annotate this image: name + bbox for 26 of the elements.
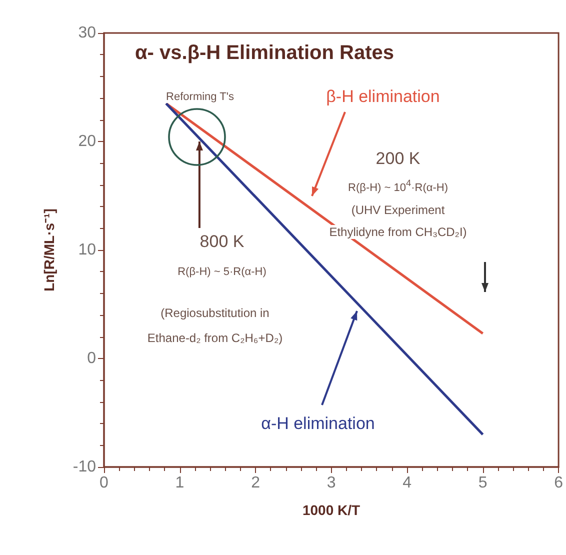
x-tick-label: 4 (402, 474, 412, 492)
annotation: (UHV Experiment (351, 203, 445, 217)
text: β-H elimination (326, 87, 440, 107)
annotation: 800 K (200, 232, 244, 252)
y-tick-label: 30 (78, 24, 96, 42)
x-axis-title: 1000 K/T (302, 502, 361, 518)
y-tick-label: 10 (78, 242, 96, 258)
y-tick-label: -10 (72, 458, 96, 476)
annotation: Reforming T's (166, 91, 234, 103)
x-tick-label: 6 (554, 474, 564, 492)
x-tick-label: 2 (251, 474, 260, 492)
annotation: R(β-H) ~ 10$^{4}$·R(α-H) (348, 178, 448, 194)
y-tick-label: 20 (78, 133, 96, 150)
x-tick-label: 5 (478, 474, 488, 492)
y-tick-label: 0 (87, 350, 96, 367)
annotation: Ethane-d₂ from C₂H₆+D₂) (147, 331, 283, 345)
x-tick-label: 0 (100, 474, 109, 492)
y-axis-title: Ln[R/ML·s⁻¹] (41, 208, 57, 292)
annotation: 200 K (376, 149, 420, 169)
chart-title: α- vs.β-H Elimination Rates (135, 42, 394, 64)
annotation: Ethylidyne from CH₃CD₂I) (329, 225, 467, 239)
x-tick-label: 3 (326, 474, 336, 492)
text: α-H elimination (261, 414, 375, 434)
annotation: (Regiosubstitution in (160, 306, 270, 320)
x-tick-label: 1 (175, 474, 184, 492)
annotation: R(β-H) ~ 5·R(α-H) (178, 266, 266, 278)
